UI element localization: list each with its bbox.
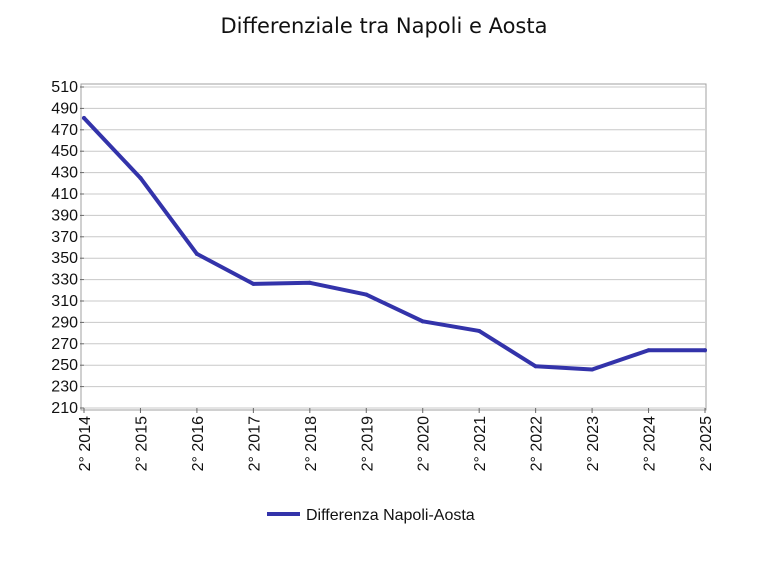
x-tick-label: 2° 2020 <box>416 416 433 471</box>
data-point <box>82 116 86 121</box>
x-axis: 2° 2014 2° 2015 2° 2016 2° 2017 2° 2018 2° 20… <box>77 408 715 471</box>
y-tick-label: 430 <box>51 165 78 182</box>
data-point <box>590 367 595 372</box>
y-tick-label: 370 <box>51 229 78 246</box>
y-tick-label: 350 <box>51 250 78 267</box>
y-tick-label: 270 <box>51 336 78 353</box>
y-tick-label: 450 <box>51 143 78 160</box>
x-tick-label: 2° 2021 <box>472 416 489 471</box>
data-point <box>420 319 425 324</box>
y-tick-label: 250 <box>51 357 78 374</box>
y-tick-label: 490 <box>51 100 78 117</box>
series-group <box>82 116 707 372</box>
y-tick-label: 390 <box>51 207 78 224</box>
y-tick-label: 230 <box>51 379 78 396</box>
data-point <box>251 281 256 286</box>
x-tick-label: 2° 2022 <box>529 416 546 471</box>
data-point <box>533 364 538 369</box>
data-point <box>194 251 199 256</box>
x-tick-label: 2° 2014 <box>77 416 94 471</box>
legend-label: Differenza Napoli-Aosta <box>306 507 475 524</box>
x-tick-label: 2° 2016 <box>190 416 207 471</box>
y-axis: 210 230 250 270 290 310 330 350 370 390 410 430 450 4… <box>51 79 84 417</box>
x-tick-label: 2° 2023 <box>585 416 602 471</box>
data-point <box>703 348 707 353</box>
chart-title: Differenziale tra Napoli e Aosta <box>220 14 548 38</box>
plot-area <box>80 83 707 411</box>
legend: Differenza Napoli-Aosta <box>267 507 475 524</box>
data-point <box>364 292 369 297</box>
x-tick-label: 2° 2025 <box>698 416 715 471</box>
y-tick-label: 290 <box>51 314 78 331</box>
data-point <box>477 328 482 333</box>
data-point <box>646 348 651 353</box>
x-tick-label: 2° 2018 <box>303 416 320 471</box>
y-tick-label: 410 <box>51 186 78 203</box>
y-tick-label: 470 <box>51 122 78 139</box>
series-line <box>82 116 707 372</box>
data-point <box>307 280 312 285</box>
y-tick-label: 210 <box>51 400 78 417</box>
x-tick-label: 2° 2015 <box>133 416 150 471</box>
y-tick-label: 330 <box>51 272 78 289</box>
y-tick-label: 510 <box>51 79 78 96</box>
x-tick-label: 2° 2017 <box>246 416 263 471</box>
data-point <box>138 175 143 180</box>
x-tick-label: 2° 2024 <box>642 416 659 471</box>
x-tick-label: 2° 2019 <box>359 416 376 471</box>
y-tick-label: 310 <box>51 293 78 310</box>
